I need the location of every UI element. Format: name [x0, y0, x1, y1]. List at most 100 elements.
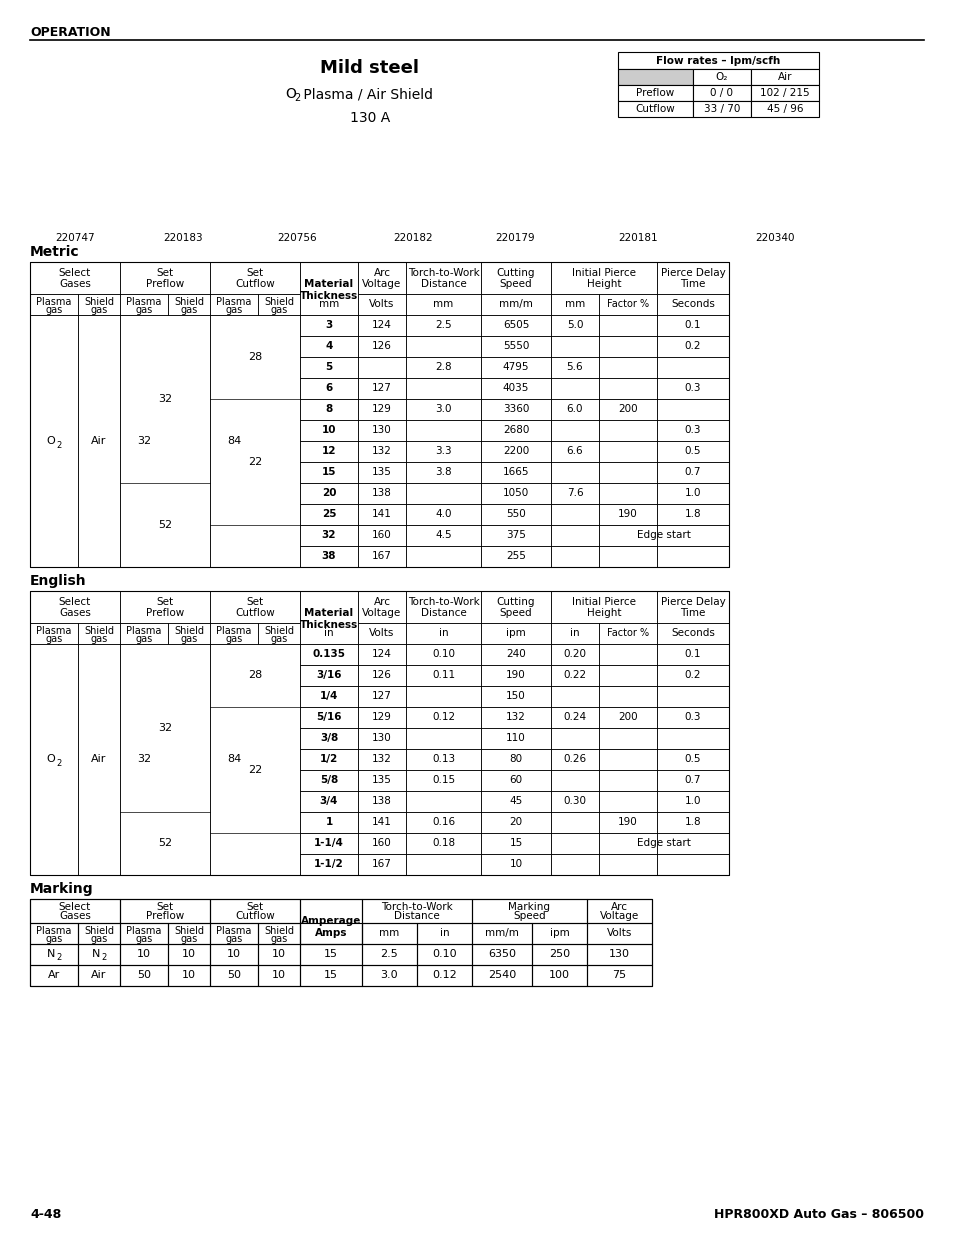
Text: O₂: O₂	[715, 72, 727, 82]
Text: Plasma: Plasma	[36, 626, 71, 636]
Text: 0 / 0: 0 / 0	[710, 88, 733, 98]
Text: Torch-to-Work: Torch-to-Work	[407, 268, 478, 278]
Text: Set: Set	[156, 597, 173, 606]
Text: gas: gas	[91, 634, 108, 643]
Text: gas: gas	[270, 934, 287, 944]
Text: 1.8: 1.8	[684, 818, 700, 827]
Bar	[210, 592, 299, 622]
Bar	[480, 504, 551, 525]
Bar	[357, 811, 406, 832]
Bar	[598, 748, 657, 769]
Text: 4.0: 4.0	[435, 509, 452, 519]
Bar	[406, 643, 480, 664]
Text: 167: 167	[372, 551, 392, 561]
Text: 32: 32	[321, 530, 335, 540]
Text: Set: Set	[156, 268, 173, 278]
Text: Flow rates – lpm/scfh: Flow rates – lpm/scfh	[656, 56, 780, 65]
Text: 130 A: 130 A	[350, 111, 390, 125]
Text: 240: 240	[506, 650, 525, 659]
Text: Arc: Arc	[374, 597, 390, 606]
Bar	[406, 504, 480, 525]
Bar	[551, 357, 598, 378]
Bar	[598, 769, 657, 790]
Text: 102 / 215: 102 / 215	[760, 88, 809, 98]
Bar	[551, 483, 598, 504]
Text: gas: gas	[135, 934, 152, 944]
Text: 138: 138	[372, 797, 392, 806]
Text: Volts: Volts	[606, 927, 632, 939]
Text: 127: 127	[372, 383, 392, 393]
Text: 5: 5	[325, 362, 333, 372]
Text: Gases: Gases	[59, 279, 91, 289]
Text: N: N	[91, 948, 100, 960]
Bar	[210, 262, 299, 294]
Bar	[78, 315, 120, 567]
Text: 1.8: 1.8	[684, 509, 700, 519]
Bar	[480, 748, 551, 769]
Bar	[30, 944, 78, 965]
Bar	[618, 52, 818, 69]
Bar	[357, 592, 406, 622]
Text: 10: 10	[227, 948, 241, 960]
Bar	[406, 790, 480, 811]
Bar	[210, 622, 257, 643]
Bar	[357, 399, 406, 420]
Text: 20: 20	[321, 488, 335, 498]
Bar	[299, 769, 357, 790]
Bar	[120, 965, 168, 986]
Text: 3360: 3360	[502, 404, 529, 414]
Text: Amperage: Amperage	[300, 916, 361, 926]
Text: Volts: Volts	[369, 629, 395, 638]
Bar	[357, 378, 406, 399]
Text: mm: mm	[379, 927, 399, 939]
Text: Height: Height	[586, 608, 620, 618]
Text: Preflow: Preflow	[146, 911, 184, 921]
Bar	[299, 832, 357, 853]
Text: 8: 8	[325, 404, 333, 414]
Bar	[299, 748, 357, 769]
Bar	[361, 965, 416, 986]
Text: 0.5: 0.5	[684, 755, 700, 764]
Text: Cutting: Cutting	[497, 268, 535, 278]
Bar	[598, 643, 657, 664]
Bar	[657, 769, 728, 790]
Bar	[30, 262, 728, 567]
Text: gas: gas	[46, 305, 63, 315]
Bar	[657, 399, 728, 420]
Bar	[472, 944, 532, 965]
Text: 4.5: 4.5	[435, 530, 452, 540]
Bar	[299, 965, 361, 986]
Bar	[357, 357, 406, 378]
Bar	[551, 315, 598, 336]
Text: gas: gas	[135, 305, 152, 315]
Text: 2200: 2200	[502, 446, 529, 456]
Text: 141: 141	[372, 818, 392, 827]
Text: 2.5: 2.5	[380, 948, 398, 960]
Bar	[657, 420, 728, 441]
Bar	[472, 965, 532, 986]
Text: 0.16: 0.16	[432, 818, 455, 827]
Bar	[299, 420, 357, 441]
Text: 10: 10	[182, 969, 195, 981]
Text: mm: mm	[433, 299, 453, 309]
Bar	[586, 923, 651, 944]
Bar	[361, 944, 416, 965]
Text: 4795: 4795	[502, 362, 529, 372]
Bar	[551, 748, 598, 769]
Bar	[657, 483, 728, 504]
Text: 220340: 220340	[755, 233, 794, 243]
Bar	[357, 420, 406, 441]
Bar	[30, 643, 78, 876]
Bar	[406, 336, 480, 357]
Bar	[472, 923, 532, 944]
Bar	[406, 357, 480, 378]
Bar	[551, 420, 598, 441]
Bar	[480, 420, 551, 441]
Bar	[598, 706, 657, 727]
Text: gas: gas	[225, 934, 242, 944]
Bar	[210, 899, 299, 923]
Bar	[657, 315, 728, 336]
Text: 190: 190	[618, 509, 638, 519]
Bar	[551, 790, 598, 811]
Bar	[357, 685, 406, 706]
